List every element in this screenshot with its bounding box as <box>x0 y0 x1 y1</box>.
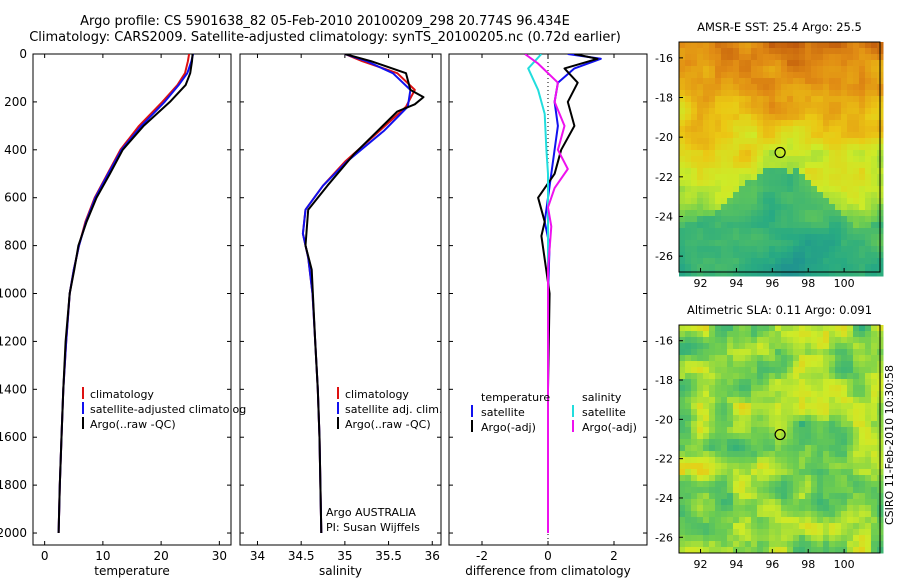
y-tick-label: 2000 <box>0 526 27 540</box>
y-tick-label: -16 <box>655 335 673 348</box>
x-tick-label: 92 <box>694 277 708 290</box>
x-tick-label: 36 <box>425 549 440 563</box>
heatmap-cells <box>679 42 884 277</box>
x-axis-label: temperature <box>94 564 169 578</box>
series-line-satellite <box>57 54 195 534</box>
series-line-argo <box>57 54 194 534</box>
legend-entry: satellite-adjusted climatolog <box>90 403 246 416</box>
y-tick-label: -20 <box>655 131 673 144</box>
y-tick-label: -22 <box>655 171 673 184</box>
axes-box <box>678 41 881 273</box>
heatmap-cells <box>679 325 884 554</box>
x-tick-label: 35.5 <box>375 549 402 563</box>
legend-entry: Argo(..raw -QC) <box>90 418 176 431</box>
axes-box <box>239 53 442 546</box>
y-tick-label: 1000 <box>0 287 27 301</box>
plot-salinity <box>239 53 442 546</box>
figure-title-line2: Climatology: CARS2009. Satellite-adjuste… <box>29 30 621 45</box>
y-tick-label: -20 <box>655 413 673 426</box>
series-line-cyan <box>527 54 549 533</box>
legend-entry: satellite <box>582 406 626 419</box>
y-tick-label: -22 <box>655 453 673 466</box>
x-tick-label: 94 <box>729 558 743 571</box>
x-tick-label: -2 <box>476 549 488 563</box>
legend-title-temperature: temperature <box>481 391 550 404</box>
x-tick-label: 35 <box>337 549 352 563</box>
x-tick-label: 0 <box>41 549 49 563</box>
x-tick-label: 96 <box>765 558 779 571</box>
y-tick-label: 400 <box>4 143 27 157</box>
y-tick-label: 1200 <box>0 334 27 348</box>
x-tick-label: 30 <box>212 549 227 563</box>
y-tick-label: -26 <box>655 250 673 263</box>
y-tick-label: 600 <box>4 191 27 205</box>
series-line-climatology <box>57 54 191 534</box>
x-tick-label: 2 <box>610 549 618 563</box>
y-tick-label: 1600 <box>0 430 27 444</box>
argo-location-marker <box>774 146 786 159</box>
plot-temperature <box>32 53 232 546</box>
x-tick-label: 98 <box>801 558 815 571</box>
map-sla <box>678 324 884 554</box>
series-line-magenta <box>524 54 569 533</box>
legend-entry: satellite <box>481 406 525 419</box>
annotation-institution: Argo AUSTRALIA <box>326 506 416 519</box>
axes-box <box>678 324 881 554</box>
y-tick-label: -24 <box>655 210 673 223</box>
annotation-pi: PI: Susan Wijffels <box>326 521 420 534</box>
legend-entry: satellite adj. clim. <box>345 403 442 416</box>
series-line-argo <box>304 54 425 534</box>
legend-entry: Argo(-adj) <box>582 421 637 434</box>
argo-location-marker <box>774 428 786 441</box>
axes-box <box>32 53 232 546</box>
legend-entry: climatology <box>345 388 409 401</box>
y-tick-label: 1800 <box>0 478 27 492</box>
figure-title-line1: Argo profile: CS 5901638_82 05-Feb-2010 … <box>80 14 570 29</box>
y-tick-label: -24 <box>655 492 673 505</box>
x-tick-label: 100 <box>834 558 855 571</box>
plot-difference <box>448 53 648 546</box>
map-sst <box>678 41 884 277</box>
y-tick-label: -18 <box>655 92 673 105</box>
x-tick-label: 100 <box>834 277 855 290</box>
y-tick-label: 0 <box>19 47 27 61</box>
x-tick-label: 94 <box>729 277 743 290</box>
x-tick-label: 0 <box>544 549 552 563</box>
series-line-satellite <box>543 54 602 533</box>
x-tick-label: 10 <box>95 549 110 563</box>
x-tick-label: 92 <box>694 558 708 571</box>
x-tick-label: 34 <box>250 549 265 563</box>
map-title: Altimetric SLA: 0.11 Argo: 0.091 <box>687 303 872 317</box>
y-tick-label: 200 <box>4 95 27 109</box>
y-tick-label: 800 <box>4 239 27 253</box>
x-axis-label: salinity <box>319 564 362 578</box>
x-tick-label: 96 <box>765 277 779 290</box>
x-tick-label: 98 <box>801 277 815 290</box>
y-tick-label: -18 <box>655 374 673 387</box>
y-tick-label: 1400 <box>0 382 27 396</box>
legend-entry: Argo(..raw -QC) <box>345 418 431 431</box>
x-tick-label: 20 <box>153 549 168 563</box>
y-tick-label: -16 <box>655 52 673 65</box>
timestamp-label: CSIRO 11-Feb-2010 10:30:58 <box>883 365 896 525</box>
legend-entry: climatology <box>90 388 154 401</box>
legend-entry: Argo(-adj) <box>481 421 536 434</box>
x-axis-label: difference from climatology <box>465 564 631 578</box>
x-tick-label: 34.5 <box>288 549 315 563</box>
y-tick-label: -26 <box>655 531 673 544</box>
legend-title-salinity: salinity <box>582 391 622 404</box>
map-title: AMSR-E SST: 25.4 Argo: 25.5 <box>697 20 862 34</box>
